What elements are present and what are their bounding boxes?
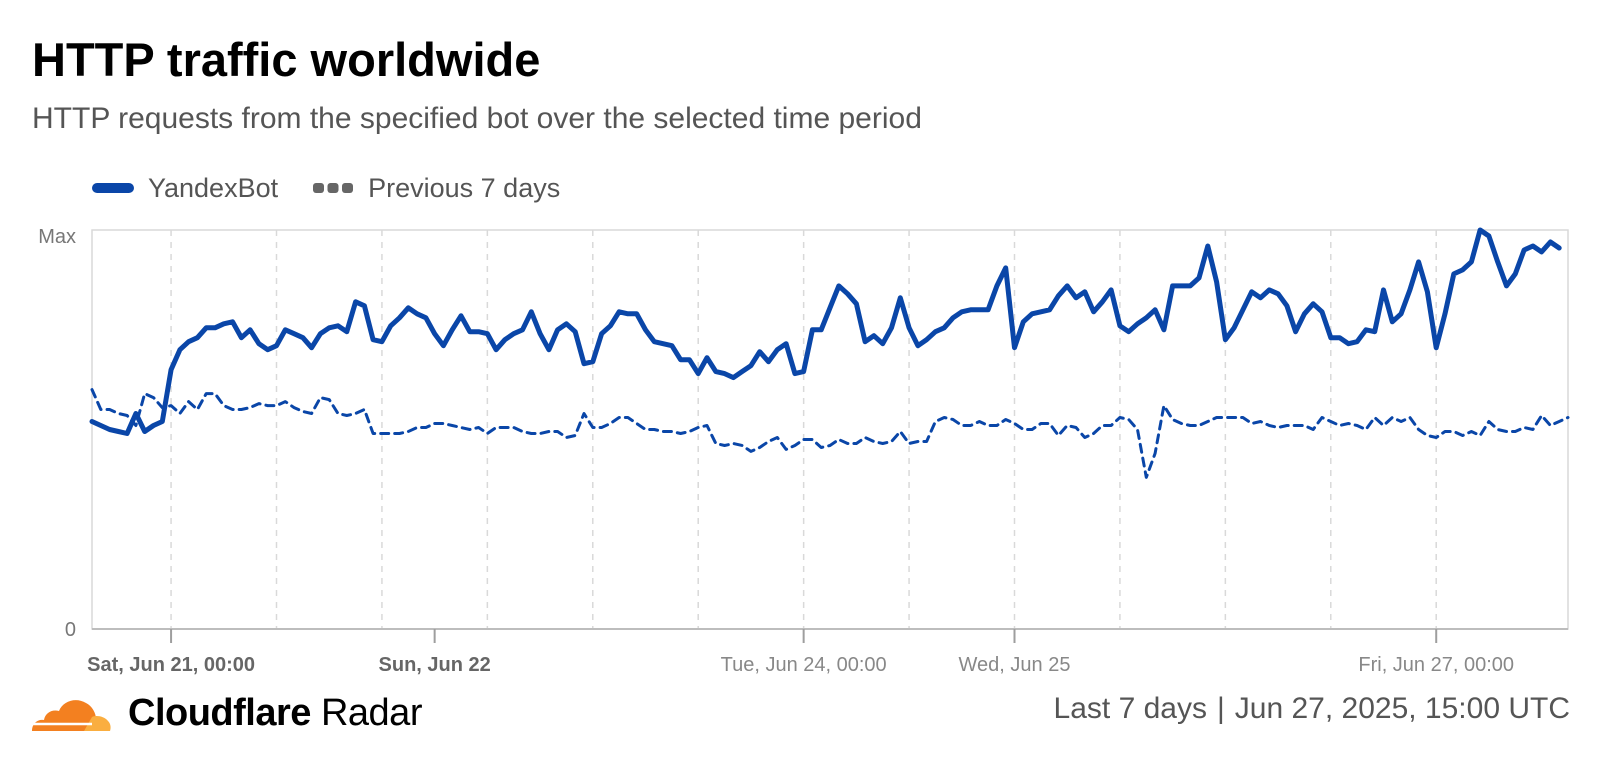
series-line-yandexbot — [89, 227, 1562, 436]
page-title: HTTP traffic worldwide — [32, 33, 541, 86]
y-axis: Max 0 — [38, 226, 76, 641]
legend-item-yandexbot[interactable]: YandexBot — [92, 173, 278, 204]
legend-solid-swatch-icon — [92, 183, 134, 193]
legend-item-previous-7-days[interactable]: Previous 7 days — [312, 173, 560, 204]
legend-dashed-swatch-icon — [313, 183, 354, 193]
y-tick-label-max: Max — [38, 226, 76, 248]
brand-name-regular: Radar — [320, 691, 423, 734]
series-line-previous-7-days — [90, 388, 1570, 479]
x-tick-label-0: Sat, Jun 21, 00:00 — [87, 654, 255, 676]
legend-label-yandexbot: YandexBot — [148, 172, 279, 203]
cloudflare-cloud-icon — [32, 700, 111, 731]
chart-legend: YandexBot Previous 7 days — [92, 170, 594, 206]
page-subtitle: HTTP requests from the specified bot ove… — [32, 102, 922, 135]
brand-name-bold: Cloudflare — [128, 691, 311, 734]
series-layer — [89, 227, 1570, 479]
x-tick-label-3: Wed, Jun 25 — [959, 654, 1071, 676]
x-axis: Sat, Jun 21, 00:00 Sun, Jun 22 Tue, Jun 24… — [87, 628, 1568, 676]
x-tick-label-4: Fri, Jun 27, 00:00 — [1358, 654, 1514, 676]
x-tick-label-2: Tue, Jun 24, 00:00 — [721, 654, 887, 676]
footer-timestamp: Jun 27, 2025, 15:00 UTC — [1234, 692, 1570, 725]
time-range-label: Last 7 days — [1053, 692, 1207, 725]
x-tick-label-1: Sun, Jun 22 — [379, 654, 491, 676]
brand-name: Cloudflare Radar — [128, 692, 422, 735]
line-chart: Max 0 Sat, Jun 21, 00:00 Sun, Jun 22 Tue, … — [38, 226, 1570, 676]
legend-label-previous-7-days: Previous 7 days — [368, 172, 561, 203]
footer-meta: Last 7 days | Jun 27, 2025, 15:00 UTC — [1054, 692, 1570, 726]
plot-frame — [91, 229, 1569, 630]
cloudflare-radar-logo[interactable]: Cloudflare Radar — [30, 688, 422, 738]
footer-separator: | — [1216, 692, 1225, 725]
chart-grid — [170, 230, 1437, 629]
y-tick-label-zero: 0 — [65, 619, 76, 641]
